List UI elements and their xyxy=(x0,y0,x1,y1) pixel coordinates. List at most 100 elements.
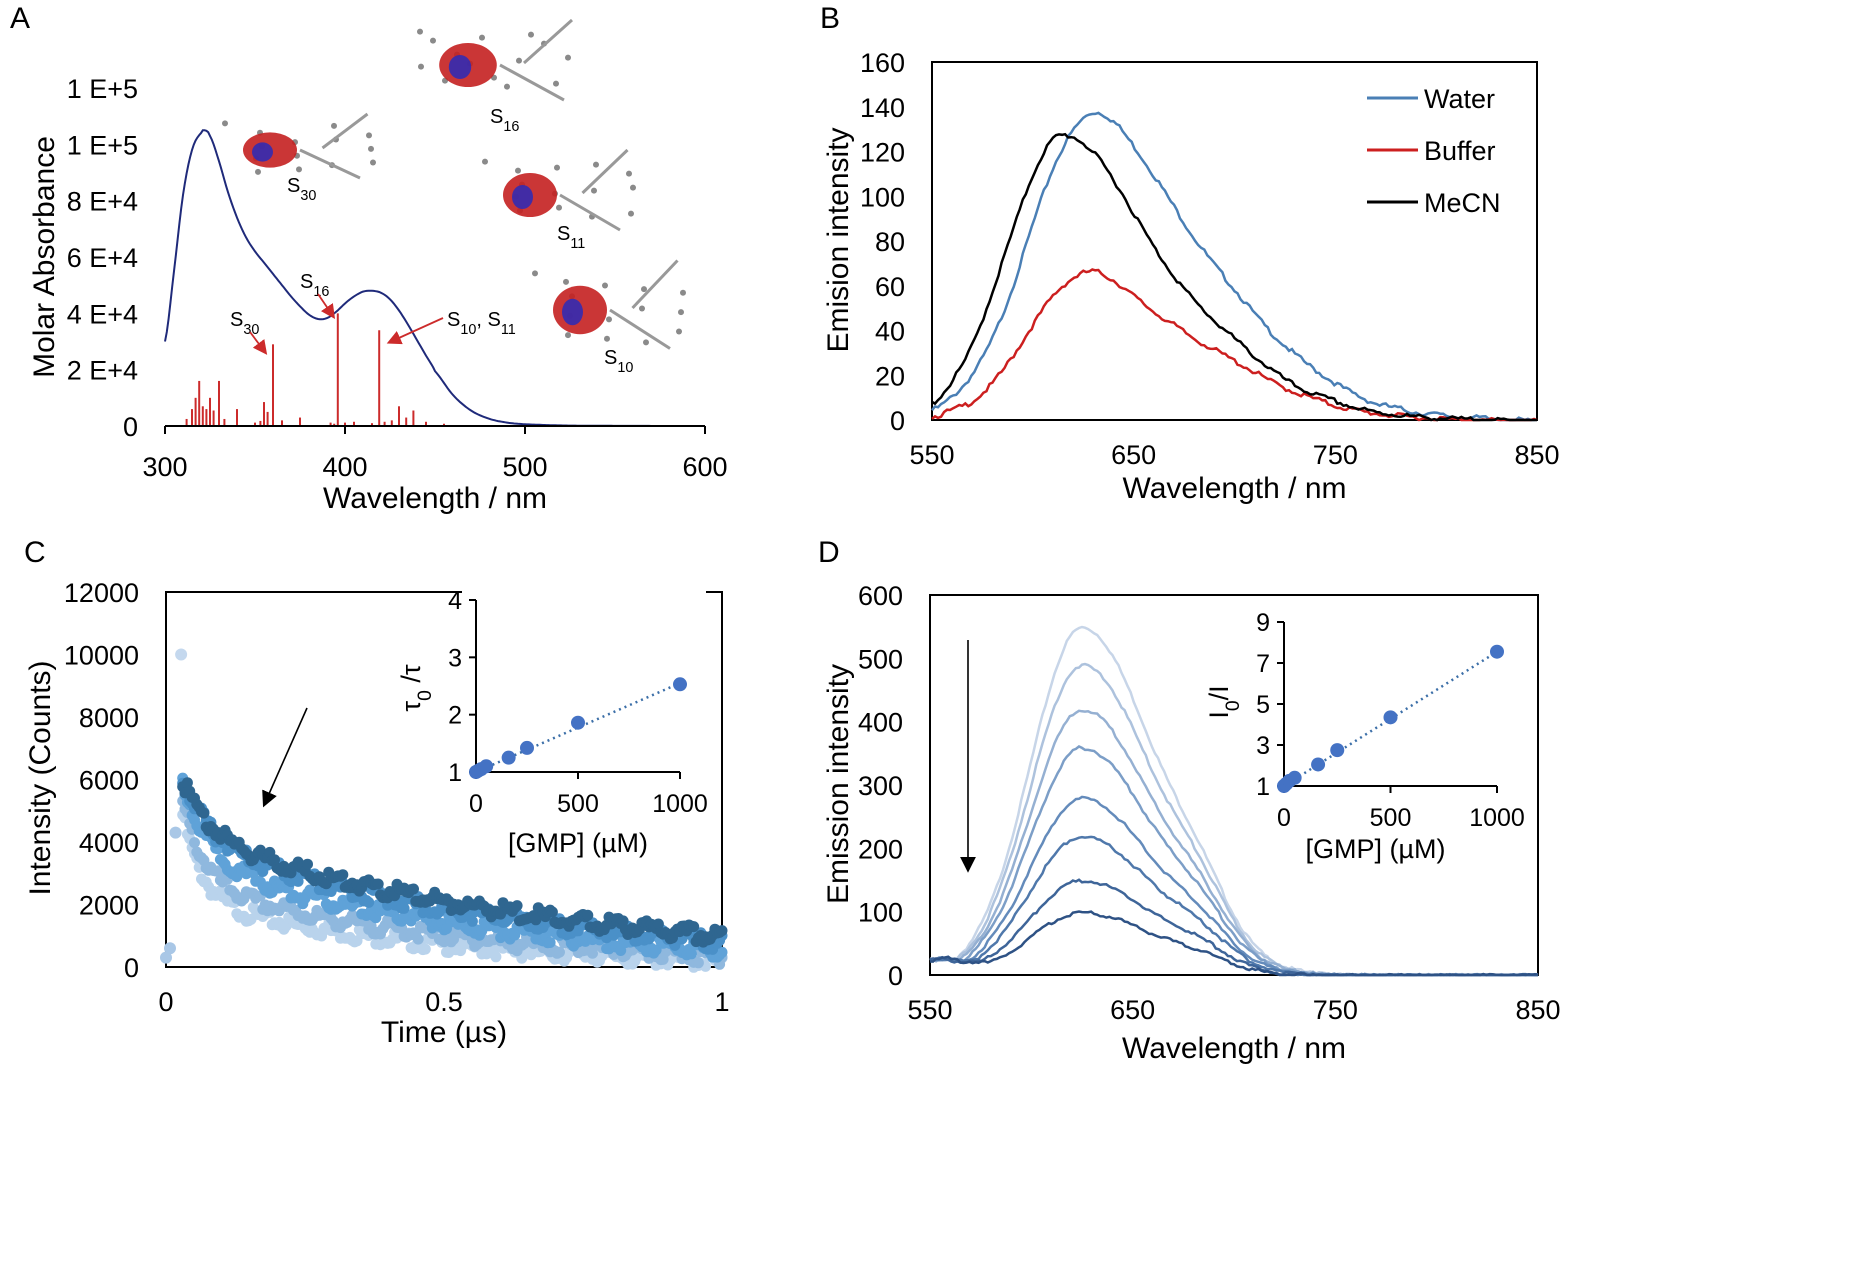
structure-label-s10: S10 xyxy=(604,347,633,376)
y-tick-label: 100 xyxy=(860,182,905,212)
atom xyxy=(532,270,538,277)
decay-point xyxy=(716,925,728,937)
decay-series-1 xyxy=(177,795,728,970)
x-tick-label: 0.5 xyxy=(425,987,463,1017)
x-tick-label: 300 xyxy=(142,452,187,482)
y-tick-label: 300 xyxy=(858,771,903,801)
chain xyxy=(631,259,679,310)
decay-point xyxy=(582,909,594,921)
orbital-lobe-blue xyxy=(562,298,583,326)
orbital-lobe-blue xyxy=(252,142,273,162)
decay-point xyxy=(448,933,459,945)
decay-point xyxy=(292,875,304,887)
trend-arrow xyxy=(262,707,308,808)
inset-point xyxy=(1383,710,1398,725)
atom xyxy=(639,305,645,312)
plot-frame xyxy=(929,594,1539,976)
decay-point xyxy=(212,865,224,877)
chain xyxy=(499,63,565,102)
decay-point xyxy=(615,945,627,956)
decay-point xyxy=(198,807,210,819)
arrow-s16 xyxy=(317,293,336,319)
x-tick-label: 400 xyxy=(322,452,367,482)
orbital-structure-s10 xyxy=(532,259,686,350)
y-tick-label: 1 E+5 xyxy=(67,74,138,104)
y-tick-label: 500 xyxy=(858,644,903,674)
atom xyxy=(368,145,374,152)
atom xyxy=(563,278,569,285)
inset-point xyxy=(673,677,687,692)
legend-label-mecn: MeCN xyxy=(1424,188,1501,218)
y-tick-label: 10000 xyxy=(64,641,139,671)
chain xyxy=(559,193,621,232)
decay-point xyxy=(490,951,502,963)
decay-point xyxy=(587,947,598,959)
inset-x-tick-label: 0 xyxy=(469,790,483,818)
y-tick-label: 600 xyxy=(858,581,903,611)
x-tick-label: 550 xyxy=(907,995,952,1025)
y-tick-label: 20 xyxy=(875,361,905,391)
y-tick-label: 200 xyxy=(858,834,903,864)
decay-point xyxy=(652,918,664,930)
x-axis-title: Wavelength / nm xyxy=(323,482,547,515)
decay-point xyxy=(685,948,697,960)
atom xyxy=(554,164,560,171)
atom xyxy=(628,210,634,217)
atom xyxy=(676,328,682,335)
y-tick-label: 400 xyxy=(858,708,903,738)
orbital-lobe-blue xyxy=(448,55,472,79)
orbital-structure-s30 xyxy=(222,112,376,180)
atom xyxy=(331,122,337,129)
decay-point xyxy=(650,944,662,956)
decay-point xyxy=(530,914,542,926)
plot-frame xyxy=(165,591,723,968)
chain xyxy=(321,112,369,150)
inset-y-tick-label: 1 xyxy=(448,759,462,787)
y-axis-title: Emision intensity xyxy=(822,127,855,352)
series-line-water xyxy=(931,111,1538,422)
plot-frame xyxy=(931,61,1538,421)
x-axis-title: Time (µs) xyxy=(381,1016,507,1049)
orbital-structure-s11 xyxy=(482,148,636,232)
decay-point xyxy=(688,921,700,933)
x-tick-label: 850 xyxy=(1514,440,1559,470)
y-tick-label: 1 E+5 xyxy=(67,130,138,160)
inset-y-axis-title: I0/I xyxy=(1204,685,1244,718)
x-axis-title: Wavelength / nm xyxy=(1122,1032,1346,1065)
atom xyxy=(641,286,647,293)
y-axis-title: Molar Absorbance xyxy=(28,136,61,378)
y-tick-label: 4000 xyxy=(79,828,139,858)
outlier-point xyxy=(175,648,188,661)
atom xyxy=(479,34,485,41)
inset-point xyxy=(1311,757,1326,772)
atom xyxy=(604,335,610,342)
y-tick-label: 40 xyxy=(875,317,905,347)
atom xyxy=(418,63,424,70)
y-tick-label: 60 xyxy=(875,272,905,302)
atom xyxy=(528,31,534,38)
annotation-s16: S16 xyxy=(300,271,329,300)
atom xyxy=(482,158,488,165)
decay-point xyxy=(419,943,431,955)
absorbance-line xyxy=(164,129,705,427)
atom xyxy=(593,161,599,168)
atom xyxy=(222,120,228,127)
panel-label-a: A xyxy=(10,2,30,35)
y-tick-label: 2 E+4 xyxy=(67,356,138,386)
atom xyxy=(296,166,302,173)
legend-label-water: Water xyxy=(1424,84,1495,114)
atom xyxy=(504,83,510,90)
decay-point xyxy=(511,900,523,912)
chain xyxy=(522,18,574,65)
x-tick-label: 650 xyxy=(1111,440,1156,470)
x-tick-label: 550 xyxy=(909,440,954,470)
x-tick-label: 750 xyxy=(1313,995,1358,1025)
atom xyxy=(626,170,632,177)
atom xyxy=(516,57,522,64)
inset-stern-volmer: 1 2 3 4 0 500 1000[GMP] (µM) τ0 /τ xyxy=(396,586,708,863)
y-tick-label: 0 xyxy=(124,953,139,983)
atom xyxy=(430,37,436,44)
inset-x-axis-title: [GMP] (µM) xyxy=(1305,834,1445,864)
